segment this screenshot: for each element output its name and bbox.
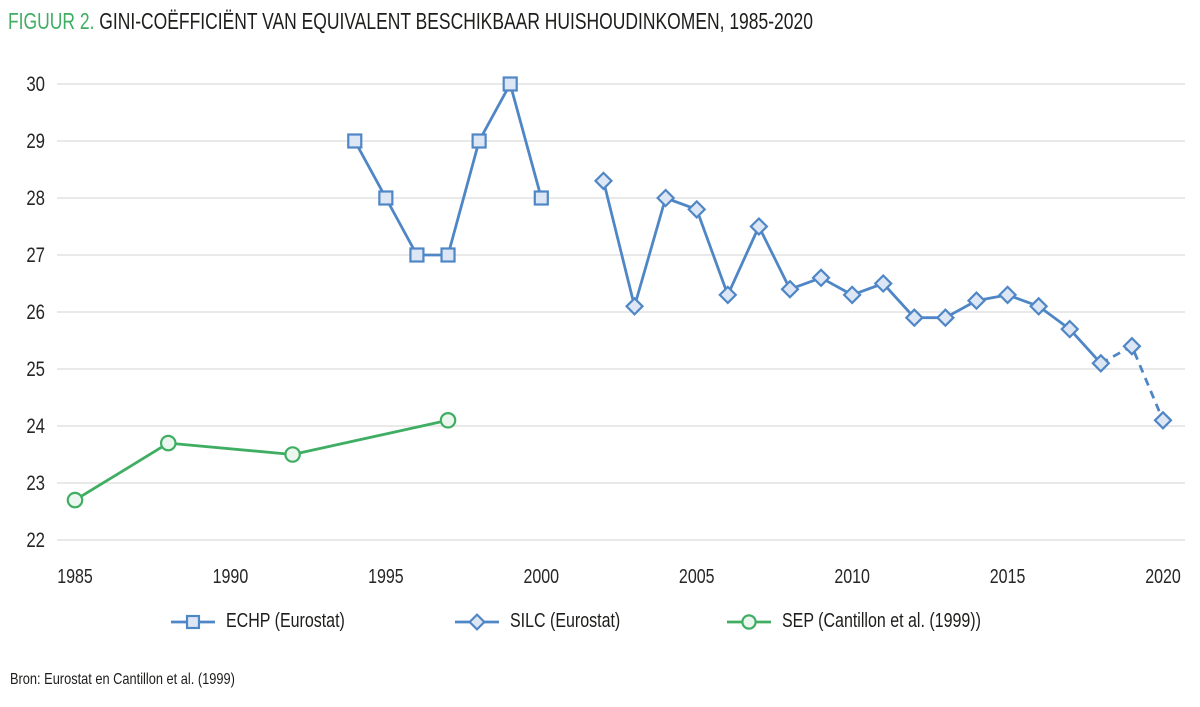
x-axis-tick-2000: 2000: [523, 565, 559, 587]
data-point-circle: [439, 411, 457, 429]
data-point-diamond: [624, 296, 645, 316]
x-axis-tick-1990: 1990: [213, 565, 249, 587]
data-point-circle: [284, 446, 301, 463]
series-line-dashed: [1100, 344, 1165, 421]
series-0: [347, 76, 549, 263]
data-point-diamond: [904, 308, 924, 328]
data-point-square: [185, 614, 201, 629]
y-axis-tick-24: 24: [26, 415, 45, 438]
data-point-square: [347, 133, 363, 149]
legend-item-sep: SEP (Cantillon et al. (1999)): [725, 610, 1031, 633]
series-line: [74, 418, 449, 502]
echp-legend-marker-icon: [170, 614, 215, 629]
gini-line-chart: 22 23 24 25 26 27 28 29 30 1985 1990 1995 2000 2005 20…: [26, 73, 1185, 587]
data-point-diamond: [718, 285, 738, 305]
y-axis-tick-23: 23: [26, 472, 45, 495]
data-point-diamond: [1029, 296, 1049, 316]
y-axis-tick-27: 27: [26, 244, 45, 267]
data-point-diamond: [593, 171, 614, 191]
series-line: [353, 82, 543, 257]
data-point-diamond: [1153, 410, 1173, 430]
data-point-diamond: [1060, 319, 1080, 339]
silc-legend-marker-icon: [454, 612, 499, 631]
series-1: [593, 171, 1173, 430]
source-note: Bron: Eurostat en Cantillon et al. (1999…: [10, 671, 235, 688]
x-axis-tick-2005: 2005: [679, 565, 715, 587]
data-point-diamond: [811, 268, 831, 288]
data-point-square: [378, 190, 394, 206]
x-axis-tick-2020: 2020: [1145, 565, 1181, 587]
y-axis-tick-28: 28: [26, 187, 45, 210]
data-point-square: [471, 133, 487, 149]
x-axis-tick-1985: 1985: [57, 565, 93, 587]
data-point-diamond: [687, 199, 707, 219]
figure-title-text: GINI-COËFFICIËNT VAN EQUIVALENT BESCHIKB…: [99, 8, 813, 34]
x-axis-tick-2015: 2015: [990, 565, 1026, 587]
legend-label-sep: SEP (Cantillon et al. (1999)): [782, 610, 982, 632]
y-axis-tick-25: 25: [26, 358, 45, 381]
legend-item-echp: ECHP (Eurostat): [169, 610, 375, 633]
data-point-circle: [741, 613, 758, 630]
y-axis-tick-22: 22: [26, 529, 45, 552]
data-point-diamond: [749, 216, 769, 237]
legend-item-silc: SILC (Eurostat): [453, 610, 648, 633]
data-point-diamond: [1122, 336, 1142, 356]
legend-label-echp: ECHP (Eurostat): [225, 610, 345, 632]
data-point-diamond: [873, 273, 893, 294]
chart-legend: ECHP (Eurostat) SILC (Eurostat) SEP (Can…: [0, 610, 1200, 633]
data-point-diamond: [780, 279, 800, 299]
x-axis-tick-1995: 1995: [368, 565, 404, 587]
figure-title: FIGUUR 2. GINI-COËFFICIËNT VAN EQUIVALEN…: [8, 8, 813, 35]
data-point-square: [533, 190, 549, 206]
data-point-diamond: [842, 285, 862, 305]
figure-number: FIGUUR 2.: [8, 8, 95, 34]
data-point-diamond: [966, 291, 987, 311]
data-point-diamond: [467, 612, 486, 631]
series-line-solid: [602, 180, 1102, 365]
y-axis-tick-30: 30: [26, 73, 45, 96]
y-axis-tick-29: 29: [26, 130, 45, 153]
x-axis-tick-2010: 2010: [834, 565, 870, 587]
legend-label-silc: SILC (Eurostat): [509, 610, 620, 632]
data-point-diamond: [998, 285, 1018, 305]
data-point-circle: [159, 434, 177, 452]
data-point-diamond: [1091, 353, 1111, 373]
data-point-circle: [66, 491, 84, 509]
data-point-diamond: [935, 308, 955, 328]
data-point-square: [409, 247, 425, 263]
y-axis-tick-26: 26: [26, 301, 45, 324]
sep-legend-marker-icon: [727, 613, 772, 630]
data-point-square: [502, 76, 518, 92]
series-2: [66, 411, 457, 509]
data-point-square: [440, 247, 456, 263]
data-point-diamond: [656, 188, 676, 208]
